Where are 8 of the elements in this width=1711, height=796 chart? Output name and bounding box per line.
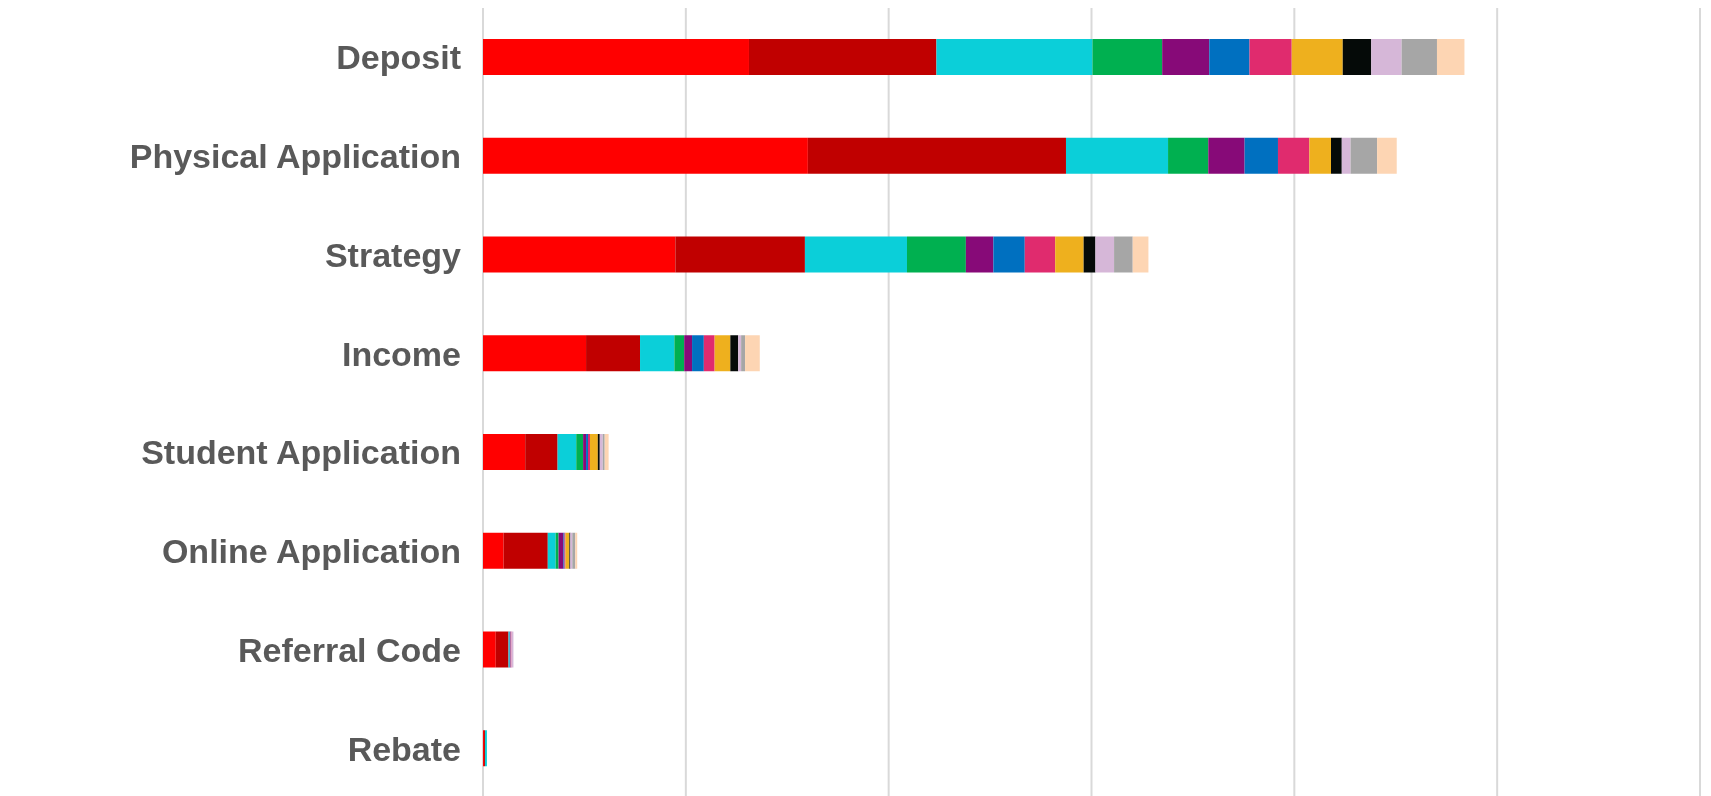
y-tick-label: Rebate	[347, 729, 461, 768]
y-tick-label: Student Application	[141, 433, 461, 472]
y-tick-label: Physical Application	[129, 137, 461, 176]
y-tick-label: Online Application	[161, 532, 461, 571]
y-tick-label: Deposit	[336, 38, 461, 77]
y-tick-label: Strategy	[324, 235, 462, 274]
y-tick-label: Referral Code	[238, 630, 461, 669]
y-tick-label: Income	[341, 334, 461, 373]
